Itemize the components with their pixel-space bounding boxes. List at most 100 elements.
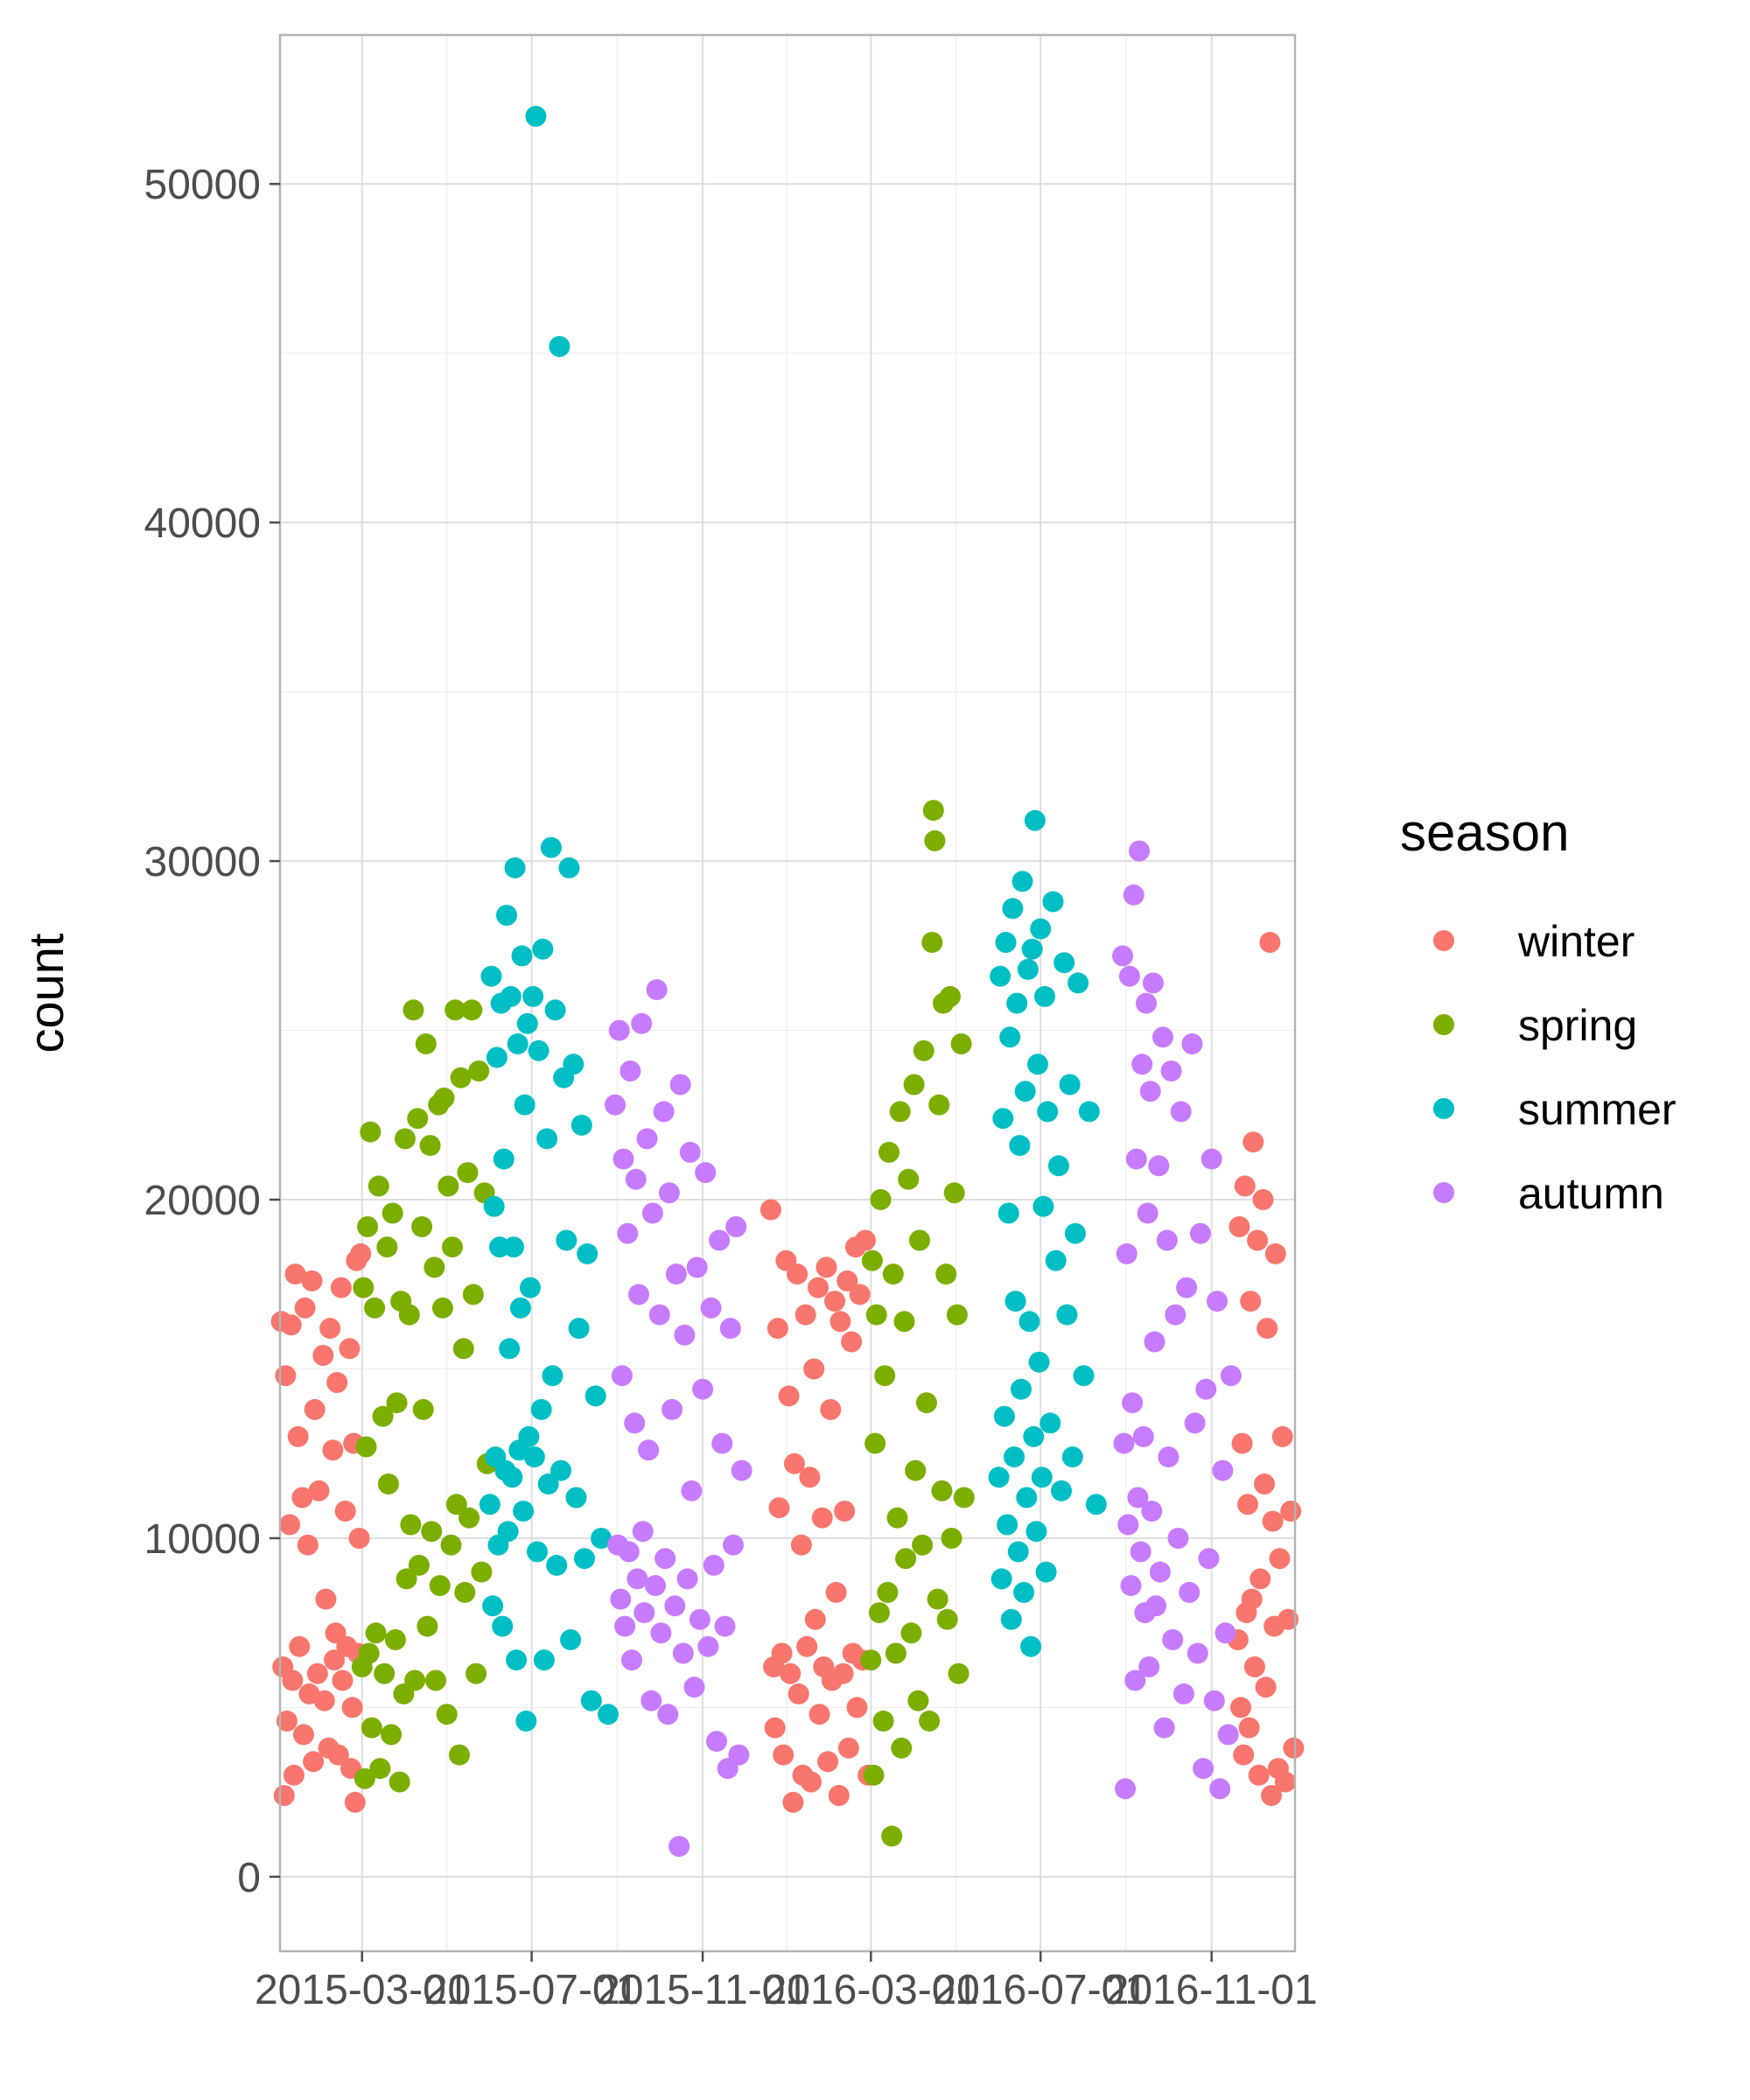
data-point-spring	[416, 1615, 438, 1637]
data-point-spring	[891, 1737, 913, 1759]
data-point-summer	[1037, 1101, 1059, 1123]
data-point-spring	[860, 1649, 882, 1671]
data-point-summer	[990, 965, 1012, 987]
data-point-autumn	[725, 1216, 747, 1237]
data-point-summer	[1016, 1487, 1038, 1508]
data-point-autumn	[703, 1554, 724, 1576]
data-point-autumn	[610, 1588, 632, 1610]
data-point-winter	[1230, 1697, 1251, 1718]
plot-panel	[270, 33, 1305, 1953]
data-point-autumn	[1184, 1412, 1206, 1434]
data-point-summer	[574, 1548, 595, 1570]
data-point-autumn	[1129, 840, 1150, 862]
data-point-summer	[530, 1398, 552, 1420]
data-point-autumn	[1158, 1446, 1180, 1468]
data-point-winter	[766, 1318, 788, 1340]
data-point-winter	[830, 1311, 851, 1333]
data-point-winter	[801, 1771, 822, 1793]
data-point-summer	[1056, 1304, 1078, 1326]
data-point-winter	[782, 1791, 804, 1813]
data-point-autumn	[1203, 1690, 1225, 1712]
data-point-spring	[444, 999, 466, 1021]
data-point-winter	[294, 1297, 316, 1319]
series-spring	[351, 800, 975, 1847]
data-point-spring	[376, 1236, 398, 1258]
data-point-summer	[501, 1466, 523, 1488]
data-point-summer	[549, 336, 570, 357]
data-point-winter	[788, 1683, 809, 1704]
data-point-summer	[1035, 1561, 1057, 1583]
data-point-summer	[997, 1514, 1018, 1536]
data-point-summer	[1064, 1222, 1086, 1244]
data-point-autumn	[1113, 1432, 1135, 1454]
data-point-spring	[372, 1405, 394, 1427]
data-point-autumn	[1144, 1331, 1166, 1353]
data-point-spring	[953, 1487, 975, 1508]
data-point-summer	[540, 836, 562, 858]
data-point-summer	[570, 1114, 592, 1136]
data-point-autumn	[1162, 1629, 1184, 1650]
data-point-autumn	[686, 1256, 708, 1278]
data-point-summer	[1000, 1608, 1022, 1630]
data-point-autumn	[1139, 1081, 1161, 1102]
data-point-autumn	[1189, 1222, 1211, 1244]
data-point-spring	[893, 1311, 915, 1333]
data-point-autumn	[646, 979, 668, 1001]
data-point-summer	[527, 1541, 548, 1563]
data-point-autumn	[1127, 1487, 1149, 1508]
data-point-autumn	[1148, 1155, 1170, 1177]
data-point-winter	[787, 1264, 808, 1285]
data-point-autumn	[1131, 1054, 1153, 1075]
data-point-spring	[400, 1514, 422, 1536]
data-point-winter	[287, 1425, 309, 1447]
data-point-spring	[903, 1074, 925, 1096]
data-point-autumn	[645, 1575, 666, 1597]
data-point-spring	[462, 1284, 484, 1306]
data-point-spring	[458, 1507, 480, 1529]
data-point-winter	[279, 1514, 301, 1536]
data-point-spring	[377, 1474, 399, 1494]
data-point-spring	[360, 1121, 382, 1143]
data-point-spring	[471, 1561, 493, 1583]
data-point-summer	[542, 1365, 564, 1387]
data-point-spring	[369, 1758, 391, 1780]
data-point-autumn	[674, 1324, 696, 1346]
data-point-spring	[948, 1662, 970, 1684]
data-point-autumn	[679, 1141, 701, 1163]
data-point-autumn	[1167, 1528, 1189, 1549]
data-point-autumn	[658, 1182, 680, 1204]
data-point-autumn	[612, 1148, 634, 1170]
data-point-autumn	[1212, 1460, 1234, 1481]
data-point-summer	[546, 1554, 568, 1576]
data-point-summer	[1034, 985, 1055, 1007]
data-point-autumn	[1141, 1501, 1163, 1522]
data-point-spring	[398, 1304, 420, 1326]
data-point-autumn	[1209, 1778, 1231, 1800]
data-point-autumn	[640, 1690, 662, 1712]
data-point-autumn	[662, 1398, 683, 1420]
data-point-winter	[1228, 1216, 1250, 1237]
x-tick-label: 2015-11-01	[597, 1967, 808, 2013]
data-point-autumn	[634, 1602, 655, 1624]
x-tick-label: 2016-07-01	[933, 1967, 1148, 2013]
x-axis: 2015-03-012015-07-012015-11-012016-03-01…	[255, 1951, 1318, 2013]
data-point-spring	[424, 1256, 445, 1278]
data-point-winter	[306, 1662, 328, 1684]
data-point-autumn	[695, 1162, 717, 1184]
data-point-autumn	[631, 1012, 653, 1034]
data-point-spring	[913, 1040, 934, 1061]
data-point-winter	[1248, 1764, 1270, 1786]
data-point-summer	[523, 1446, 545, 1468]
data-point-winter	[344, 1791, 366, 1813]
legend-title: season	[1400, 803, 1569, 862]
data-point-autumn	[650, 1622, 672, 1644]
data-point-autumn	[1136, 992, 1157, 1014]
data-point-summer	[537, 1474, 559, 1494]
data-point-winter	[1269, 1548, 1291, 1570]
data-point-winter	[1242, 1131, 1264, 1153]
data-point-winter	[1283, 1737, 1305, 1759]
data-point-autumn	[1112, 945, 1133, 967]
data-point-winter	[820, 1398, 842, 1420]
data-point-summer	[1054, 952, 1075, 974]
data-point-autumn	[1149, 1561, 1171, 1583]
